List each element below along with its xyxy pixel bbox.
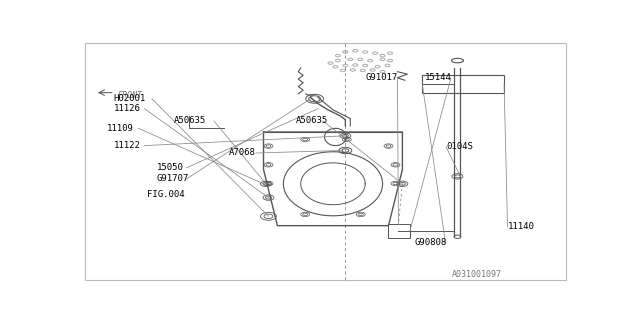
Text: H02001: H02001 bbox=[114, 94, 146, 103]
Text: 11109: 11109 bbox=[108, 124, 134, 133]
Text: 15144: 15144 bbox=[425, 73, 452, 82]
Text: A50635: A50635 bbox=[296, 116, 328, 125]
Text: G91707: G91707 bbox=[157, 174, 189, 183]
Text: G90808: G90808 bbox=[415, 238, 447, 247]
Bar bbox=[388, 224, 410, 238]
Text: G91017: G91017 bbox=[365, 73, 397, 82]
Text: A50635: A50635 bbox=[174, 116, 207, 125]
Text: 11140: 11140 bbox=[508, 222, 534, 231]
Text: 11122: 11122 bbox=[114, 141, 141, 150]
Text: 11126: 11126 bbox=[114, 104, 141, 113]
Bar bbox=[422, 75, 504, 92]
Text: 15050: 15050 bbox=[157, 163, 184, 172]
Text: FRONT: FRONT bbox=[117, 91, 142, 100]
Text: 0104S: 0104S bbox=[446, 142, 473, 151]
Text: A031001097: A031001097 bbox=[452, 270, 502, 279]
Text: FIG.004: FIG.004 bbox=[147, 190, 184, 199]
Text: A7068: A7068 bbox=[229, 148, 255, 157]
